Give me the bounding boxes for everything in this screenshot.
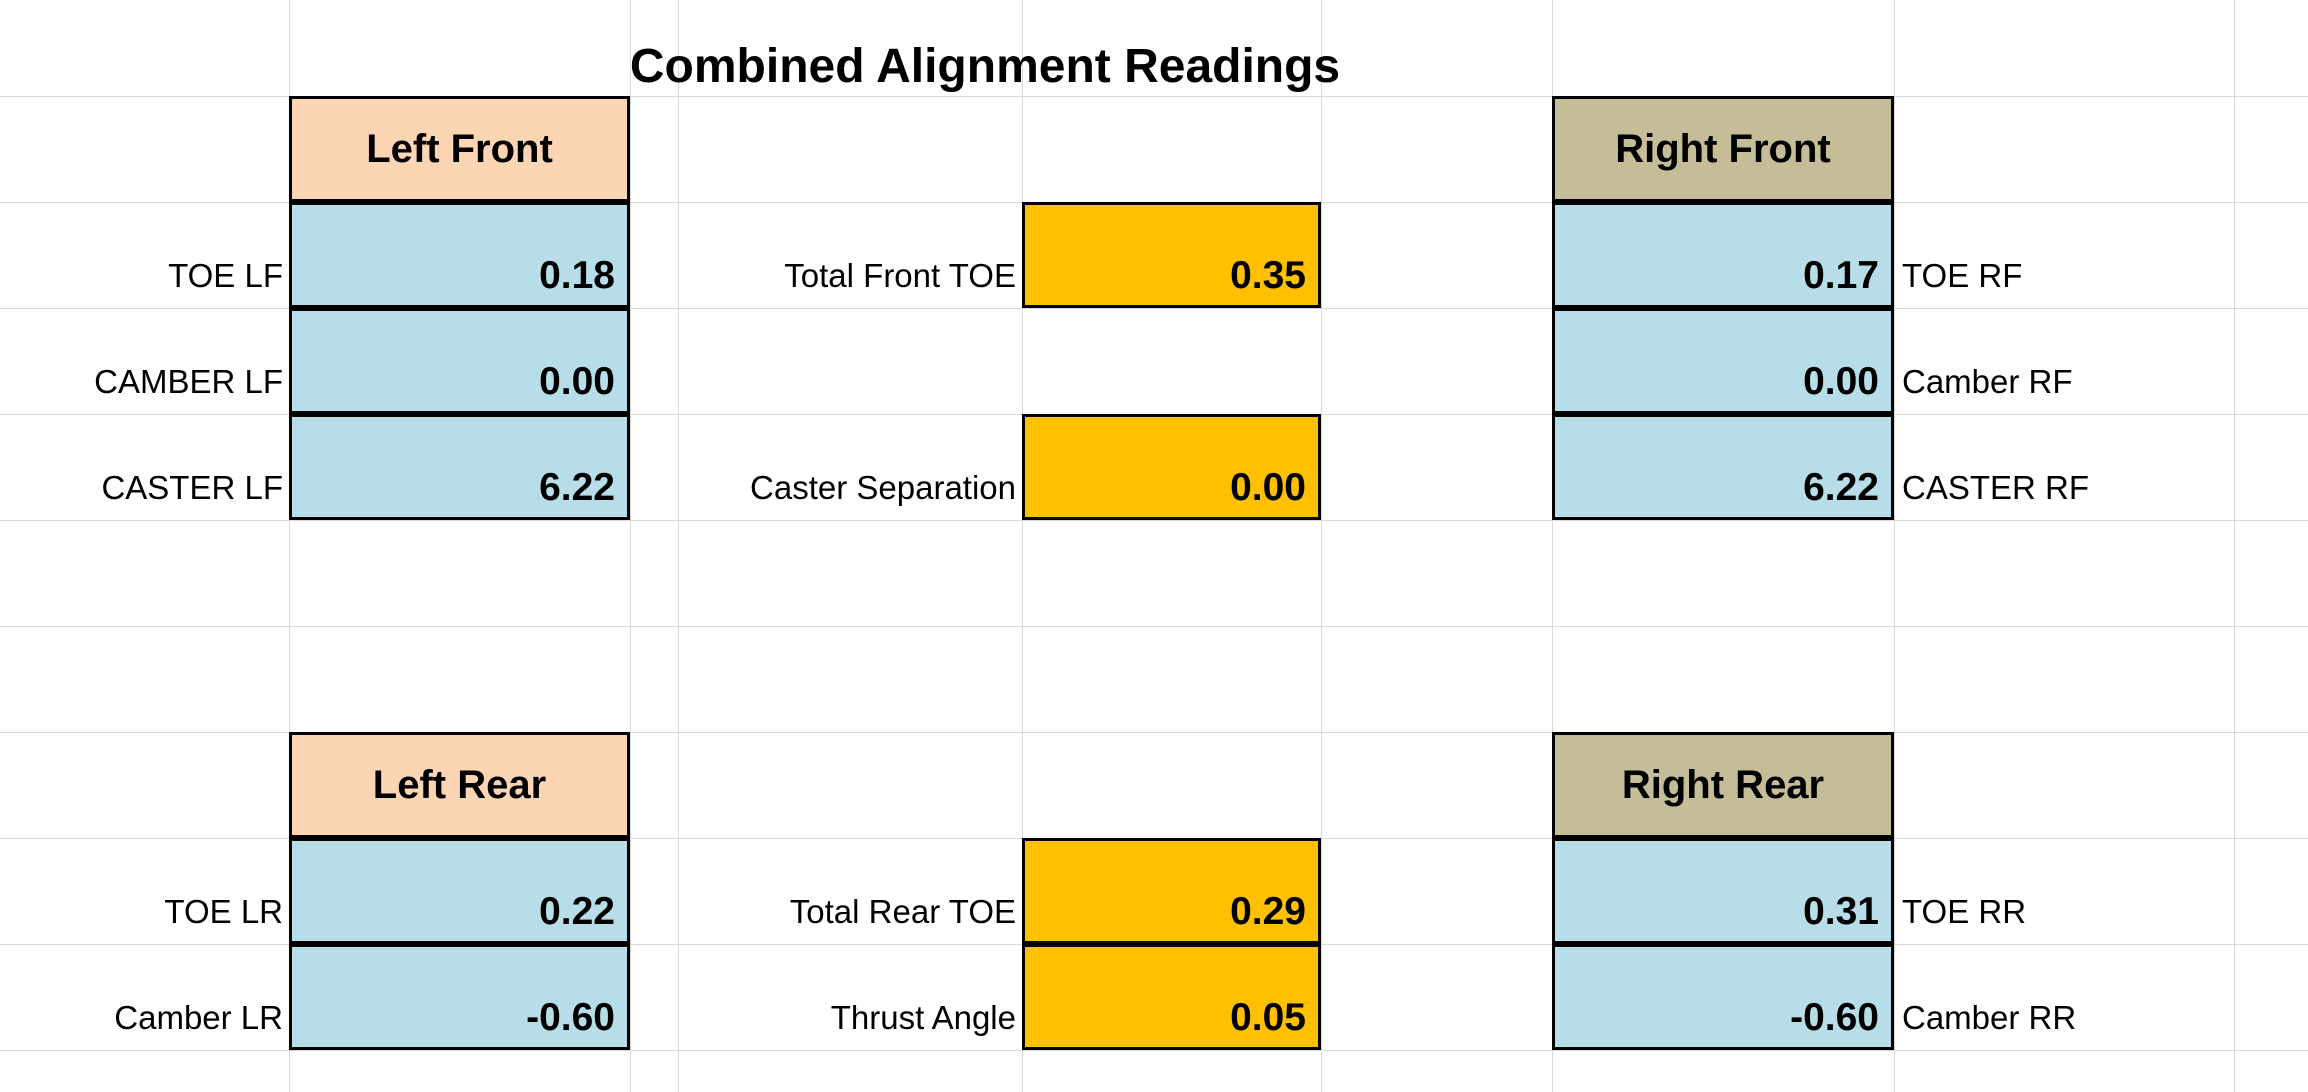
header-right-front[interactable]: Right Front — [1552, 96, 1894, 202]
cell-camber-rr[interactable]: -0.60 — [1552, 944, 1894, 1050]
label-toe-lf: TOE LF — [168, 257, 283, 294]
page-title: Combined Alignment Readings — [629, 40, 1341, 93]
gridline — [1022, 0, 1023, 1092]
gridline — [0, 308, 2308, 309]
label-camber-rr: Camber RR — [1902, 999, 2077, 1036]
label-camber-rf: Camber RF — [1902, 363, 2073, 400]
gridline — [0, 96, 2308, 97]
gridline — [0, 1050, 2308, 1051]
label-toe-lr: TOE LR — [164, 893, 283, 930]
gridline — [630, 0, 631, 1092]
cell-caster-lf[interactable]: 6.22 — [289, 414, 630, 520]
gridline — [678, 0, 679, 1092]
cell-toe-rf[interactable]: 0.17 — [1552, 202, 1894, 308]
label-total-rear-toe: Total Rear TOE — [789, 893, 1016, 930]
gridline — [1552, 0, 1553, 1092]
gridline — [0, 520, 2308, 521]
label-camber-lr: Camber LR — [114, 999, 283, 1036]
cell-toe-lr[interactable]: 0.22 — [289, 838, 630, 944]
label-toe-rf: TOE RF — [1902, 257, 2023, 294]
label-thrust-angle: Thrust Angle — [830, 999, 1016, 1036]
gridline — [0, 732, 2308, 733]
gridline — [0, 626, 2308, 627]
label-caster-lf: CASTER LF — [101, 469, 283, 506]
cell-toe-rr[interactable]: 0.31 — [1552, 838, 1894, 944]
label-camber-lf: CAMBER LF — [94, 363, 283, 400]
label-caster-rf: CASTER RF — [1902, 469, 2090, 506]
cell-toe-lf[interactable]: 0.18 — [289, 202, 630, 308]
cell-thrust-angle[interactable]: 0.05 — [1022, 944, 1321, 1050]
cell-total-rear-toe[interactable]: 0.29 — [1022, 838, 1321, 944]
gridline — [1894, 0, 1895, 1092]
header-left-front[interactable]: Left Front — [289, 96, 630, 202]
header-left-rear[interactable]: Left Rear — [289, 732, 630, 838]
gridline — [2234, 0, 2235, 1092]
header-right-rear[interactable]: Right Rear — [1552, 732, 1894, 838]
label-caster-separation: Caster Separation — [750, 469, 1016, 506]
label-total-front-toe: Total Front TOE — [784, 257, 1016, 294]
cell-camber-lf[interactable]: 0.00 — [289, 308, 630, 414]
cell-caster-rf[interactable]: 6.22 — [1552, 414, 1894, 520]
label-toe-rr: TOE RR — [1902, 893, 2027, 930]
gridline — [289, 0, 290, 1092]
gridline — [1321, 0, 1322, 1092]
cell-camber-rf[interactable]: 0.00 — [1552, 308, 1894, 414]
cell-camber-lr[interactable]: -0.60 — [289, 944, 630, 1050]
cell-total-front-toe[interactable]: 0.35 — [1022, 202, 1321, 308]
cell-caster-separation[interactable]: 0.00 — [1022, 414, 1321, 520]
